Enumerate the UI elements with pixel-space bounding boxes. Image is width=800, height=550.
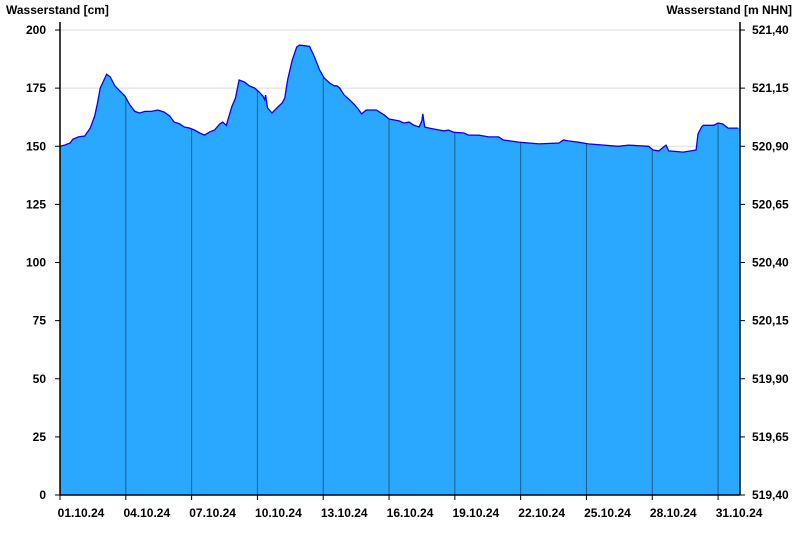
y-tick-label-right: 519,40 [752,488,789,502]
x-tick-label: 22.10.24 [518,506,565,520]
y-tick-label-right: 520,15 [752,314,789,328]
y-axis-left-label: Wasserstand [cm] [6,3,109,17]
x-ticks: 01.10.24 04.10.24 07.10.24 10.10.24 13.10.24… [58,506,763,520]
y-tick-label-left: 25 [33,430,47,444]
axes [55,22,745,500]
date-lines [125,76,719,495]
x-tick-label: 13.10.24 [321,506,368,520]
x-tick-label: 01.10.24 [58,506,105,520]
x-tick-label: 07.10.24 [189,506,236,520]
y-tick-label-right: 520,65 [752,197,789,211]
y-tick-label-right: 519,65 [752,430,789,444]
y-tick-label-right: 519,90 [752,372,789,386]
y-ticks-left: 0 25 50 75 100 125 150 175 200 [26,23,46,502]
x-tick-label: 10.10.24 [255,506,302,520]
y-tick-label-left: 150 [26,139,46,153]
x-tick-label: 16.10.24 [387,506,434,520]
y-axis-right-label: Wasserstand [m NHN] [666,3,792,17]
y-tick-label-left: 125 [26,197,46,211]
x-tick-label: 28.10.24 [650,506,697,520]
y-tick-label-left: 50 [33,372,47,386]
y-ticks-right: 519,40 519,65 519,90 520,15 520,40 520,65 520,… [752,23,789,502]
x-tick-label: 19.10.24 [452,506,499,520]
y-tick-label-right: 520,40 [752,256,789,270]
y-tick-label-left: 75 [33,314,47,328]
y-tick-label-right: 521,40 [752,23,789,37]
y-tick-label-right: 521,15 [752,81,789,95]
x-tick-label: 31.10.24 [716,506,763,520]
y-tick-label-right: 520,90 [752,139,789,153]
water-level-line [59,44,739,153]
x-tick-label: 04.10.24 [123,506,170,520]
y-tick-label-left: 0 [39,488,46,502]
water-level-area [60,45,740,495]
y-tick-label-left: 175 [26,81,46,95]
y-tick-label-left: 200 [26,23,46,37]
x-tick-label: 25.10.24 [584,506,631,520]
y-tick-label-left: 100 [26,256,46,270]
